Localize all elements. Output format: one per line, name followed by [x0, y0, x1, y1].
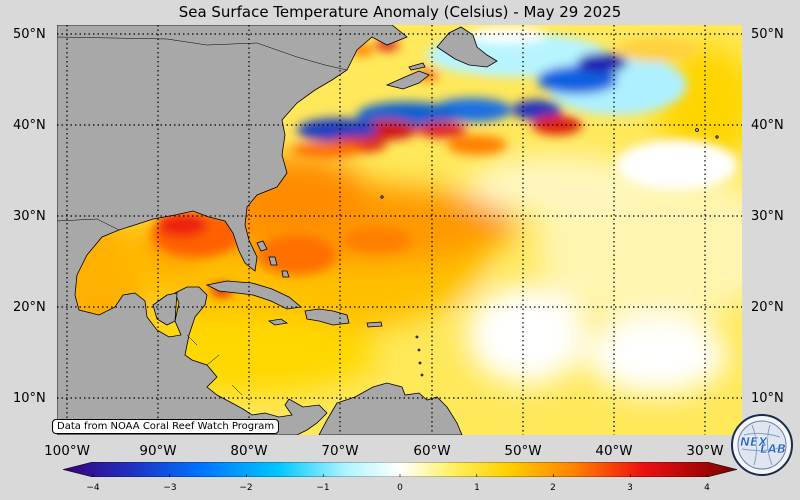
political-borders	[57, 36, 348, 396]
cuba-land	[205, 280, 302, 310]
anomaly-field-detail	[152, 27, 737, 296]
lon-label: 60°W	[413, 443, 451, 459]
bahamas-land	[256, 240, 290, 278]
north-america-land	[57, 25, 408, 435]
us-canada-border	[57, 36, 348, 71]
colorbar-tick-label: 4	[704, 483, 710, 493]
lat-label-left: 50°N	[13, 27, 46, 42]
newfoundland-land	[436, 26, 498, 68]
azores-island	[695, 128, 699, 132]
lat-label-left: 20°N	[13, 300, 46, 315]
prince-edward-island	[408, 62, 426, 71]
data-credit: Data from NOAA Coral Reef Watch Program	[52, 419, 280, 434]
lat-label-left: 10°N	[13, 391, 46, 406]
lat-label-right: 30°N	[751, 209, 784, 224]
lon-label: 90°W	[139, 443, 177, 459]
mexico-us-border	[57, 218, 120, 231]
azores-island	[715, 135, 719, 139]
yucatan-land	[152, 292, 178, 326]
map-title: Sea Surface Temperature Anomaly (Celsius…	[178, 3, 622, 21]
colorbar-tick-label: −4	[86, 483, 100, 493]
colorbar-tick-label: 3	[627, 483, 633, 493]
colorbar-tick-label: −1	[316, 483, 330, 493]
central-america-border	[186, 334, 243, 396]
puerto-rico-land	[366, 321, 383, 328]
hispaniola-land	[304, 308, 350, 326]
lat-label-left: 30°N	[13, 209, 46, 224]
lon-label: 40°W	[595, 443, 633, 459]
lesser-antilles	[415, 335, 419, 339]
colorbar-tick-label: −3	[163, 483, 177, 493]
nova-scotia-land	[385, 70, 430, 90]
lon-label: 50°W	[504, 443, 542, 459]
lesser-antilles	[420, 373, 424, 377]
sst-anomaly-map	[57, 25, 742, 435]
graticule	[57, 25, 742, 435]
lon-label: 80°W	[230, 443, 268, 459]
colorbar-tick-label: 1	[474, 483, 480, 493]
colorbar-tick-label: −2	[239, 483, 253, 493]
lat-label-right: 40°N	[751, 118, 784, 133]
colorbar	[62, 461, 738, 478]
lon-label: 30°W	[686, 443, 724, 459]
logo-text-top: NEX	[740, 435, 768, 449]
colorbar-tick-label: 2	[550, 483, 556, 493]
bermuda-island	[380, 195, 384, 199]
lon-label: 100°W	[44, 443, 90, 459]
nexlab-logo: NEX LAB	[730, 413, 794, 477]
lat-label-left: 40°N	[13, 118, 46, 133]
colorbar-tick-marks	[92, 474, 708, 477]
jamaica-land	[267, 318, 289, 326]
lesser-antilles	[417, 348, 421, 352]
south-america-land	[318, 382, 463, 435]
lat-label-right: 10°N	[751, 391, 784, 406]
lon-label: 70°W	[321, 443, 359, 459]
colorbar-tick-label: 0	[397, 483, 403, 493]
logo-text-bottom: LAB	[760, 442, 786, 456]
land	[57, 25, 719, 435]
lat-label-right: 50°N	[751, 27, 784, 42]
lat-label-right: 20°N	[751, 300, 784, 315]
lesser-antilles	[418, 361, 422, 365]
